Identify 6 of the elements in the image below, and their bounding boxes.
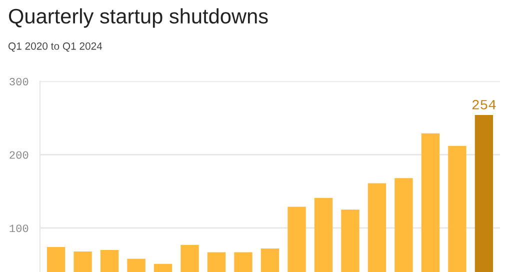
y-tick-label: 100	[10, 224, 28, 232]
data-label: 254	[472, 100, 496, 110]
chart-subtitle: Q1 2020 to Q1 2024	[8, 42, 102, 52]
y-tick-label: 300	[10, 78, 28, 86]
y-tick-label: 200	[10, 151, 28, 159]
chart-title: Quarterly startup shutdowns	[8, 8, 268, 28]
